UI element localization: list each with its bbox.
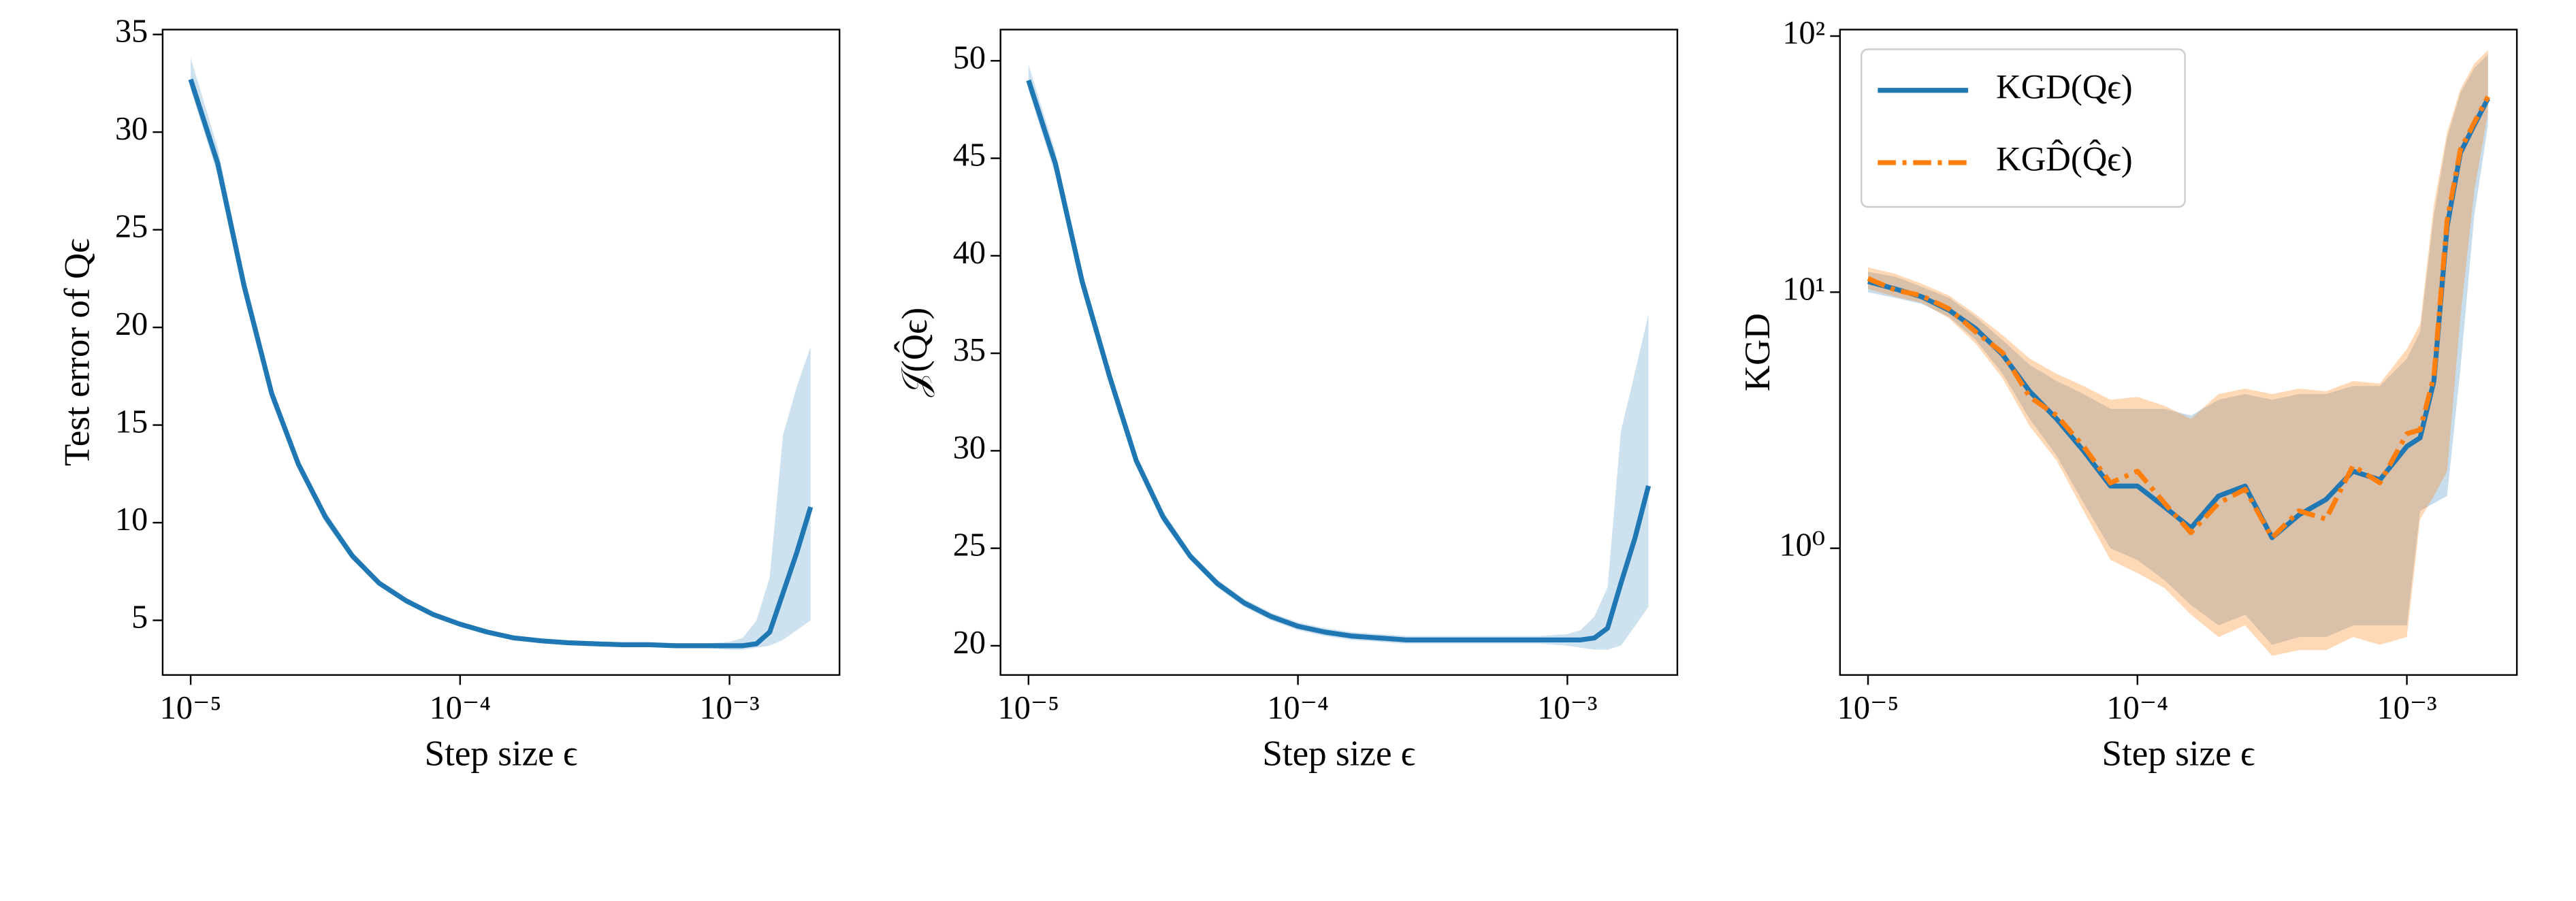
tick-label: 45 (953, 137, 986, 174)
plot-area (1867, 50, 2490, 656)
y-axis-label: Test error of Qϵ (57, 238, 97, 466)
tick-label: 30 (115, 111, 148, 147)
tick-label: 10⁻⁴ (430, 690, 492, 726)
tick-label: 10¹ (1782, 271, 1825, 307)
legend-text: KGD̂(Q̂ϵ) (1996, 139, 2133, 178)
tick-label: 10 (115, 502, 148, 538)
tick-label: 10⁻³ (2377, 690, 2436, 726)
tick-label: 20 (953, 625, 986, 661)
y-axis-label: 𝒥(Q̂ϵ) (895, 308, 935, 397)
plot-area (188, 58, 814, 650)
tick-label: 50 (953, 39, 986, 76)
plot-area (1026, 65, 1652, 650)
axes-frame (161, 29, 841, 676)
x-axis-label: Step size ϵ (425, 734, 578, 774)
tick-label: 5 (131, 600, 148, 636)
tick-label: 10⁻³ (1537, 690, 1597, 726)
series-line (1867, 95, 2490, 540)
y-axis-label: KGD (1738, 313, 1777, 391)
tick-label: 10⁻⁵ (998, 690, 1060, 726)
tick-label: 10² (1782, 15, 1825, 51)
confidence-band (1868, 54, 2488, 645)
tick-label: 35 (115, 14, 148, 50)
tick-label: 10⁻⁵ (160, 690, 222, 726)
x-axis-label: Step size ϵ (1262, 734, 1415, 774)
tick-label: 10⁰ (1780, 527, 1826, 563)
confidence-band (1028, 65, 1649, 650)
confidence-band (191, 58, 811, 650)
tick-label: 30 (953, 429, 986, 465)
series-line (188, 78, 814, 649)
tick-label: 20 (115, 306, 148, 342)
x-axis-label: Step size ϵ (2102, 734, 2255, 774)
legend-text: KGD(Qϵ) (1996, 67, 2133, 105)
tick-label: 35 (953, 332, 986, 368)
tick-label: 25 (953, 527, 986, 563)
axes-frame (1839, 29, 2518, 676)
tick-label: 10⁻⁴ (1267, 690, 1329, 726)
series-line (1026, 79, 1652, 642)
tick-label: 10⁻⁴ (2107, 690, 2169, 726)
tick-label: 10⁻³ (700, 690, 760, 726)
axes-frame (999, 29, 1679, 676)
tick-label: 15 (115, 404, 148, 440)
tick-label: 25 (115, 209, 148, 245)
tick-label: 40 (953, 235, 986, 271)
tick-label: 10⁻⁵ (1837, 690, 1899, 726)
